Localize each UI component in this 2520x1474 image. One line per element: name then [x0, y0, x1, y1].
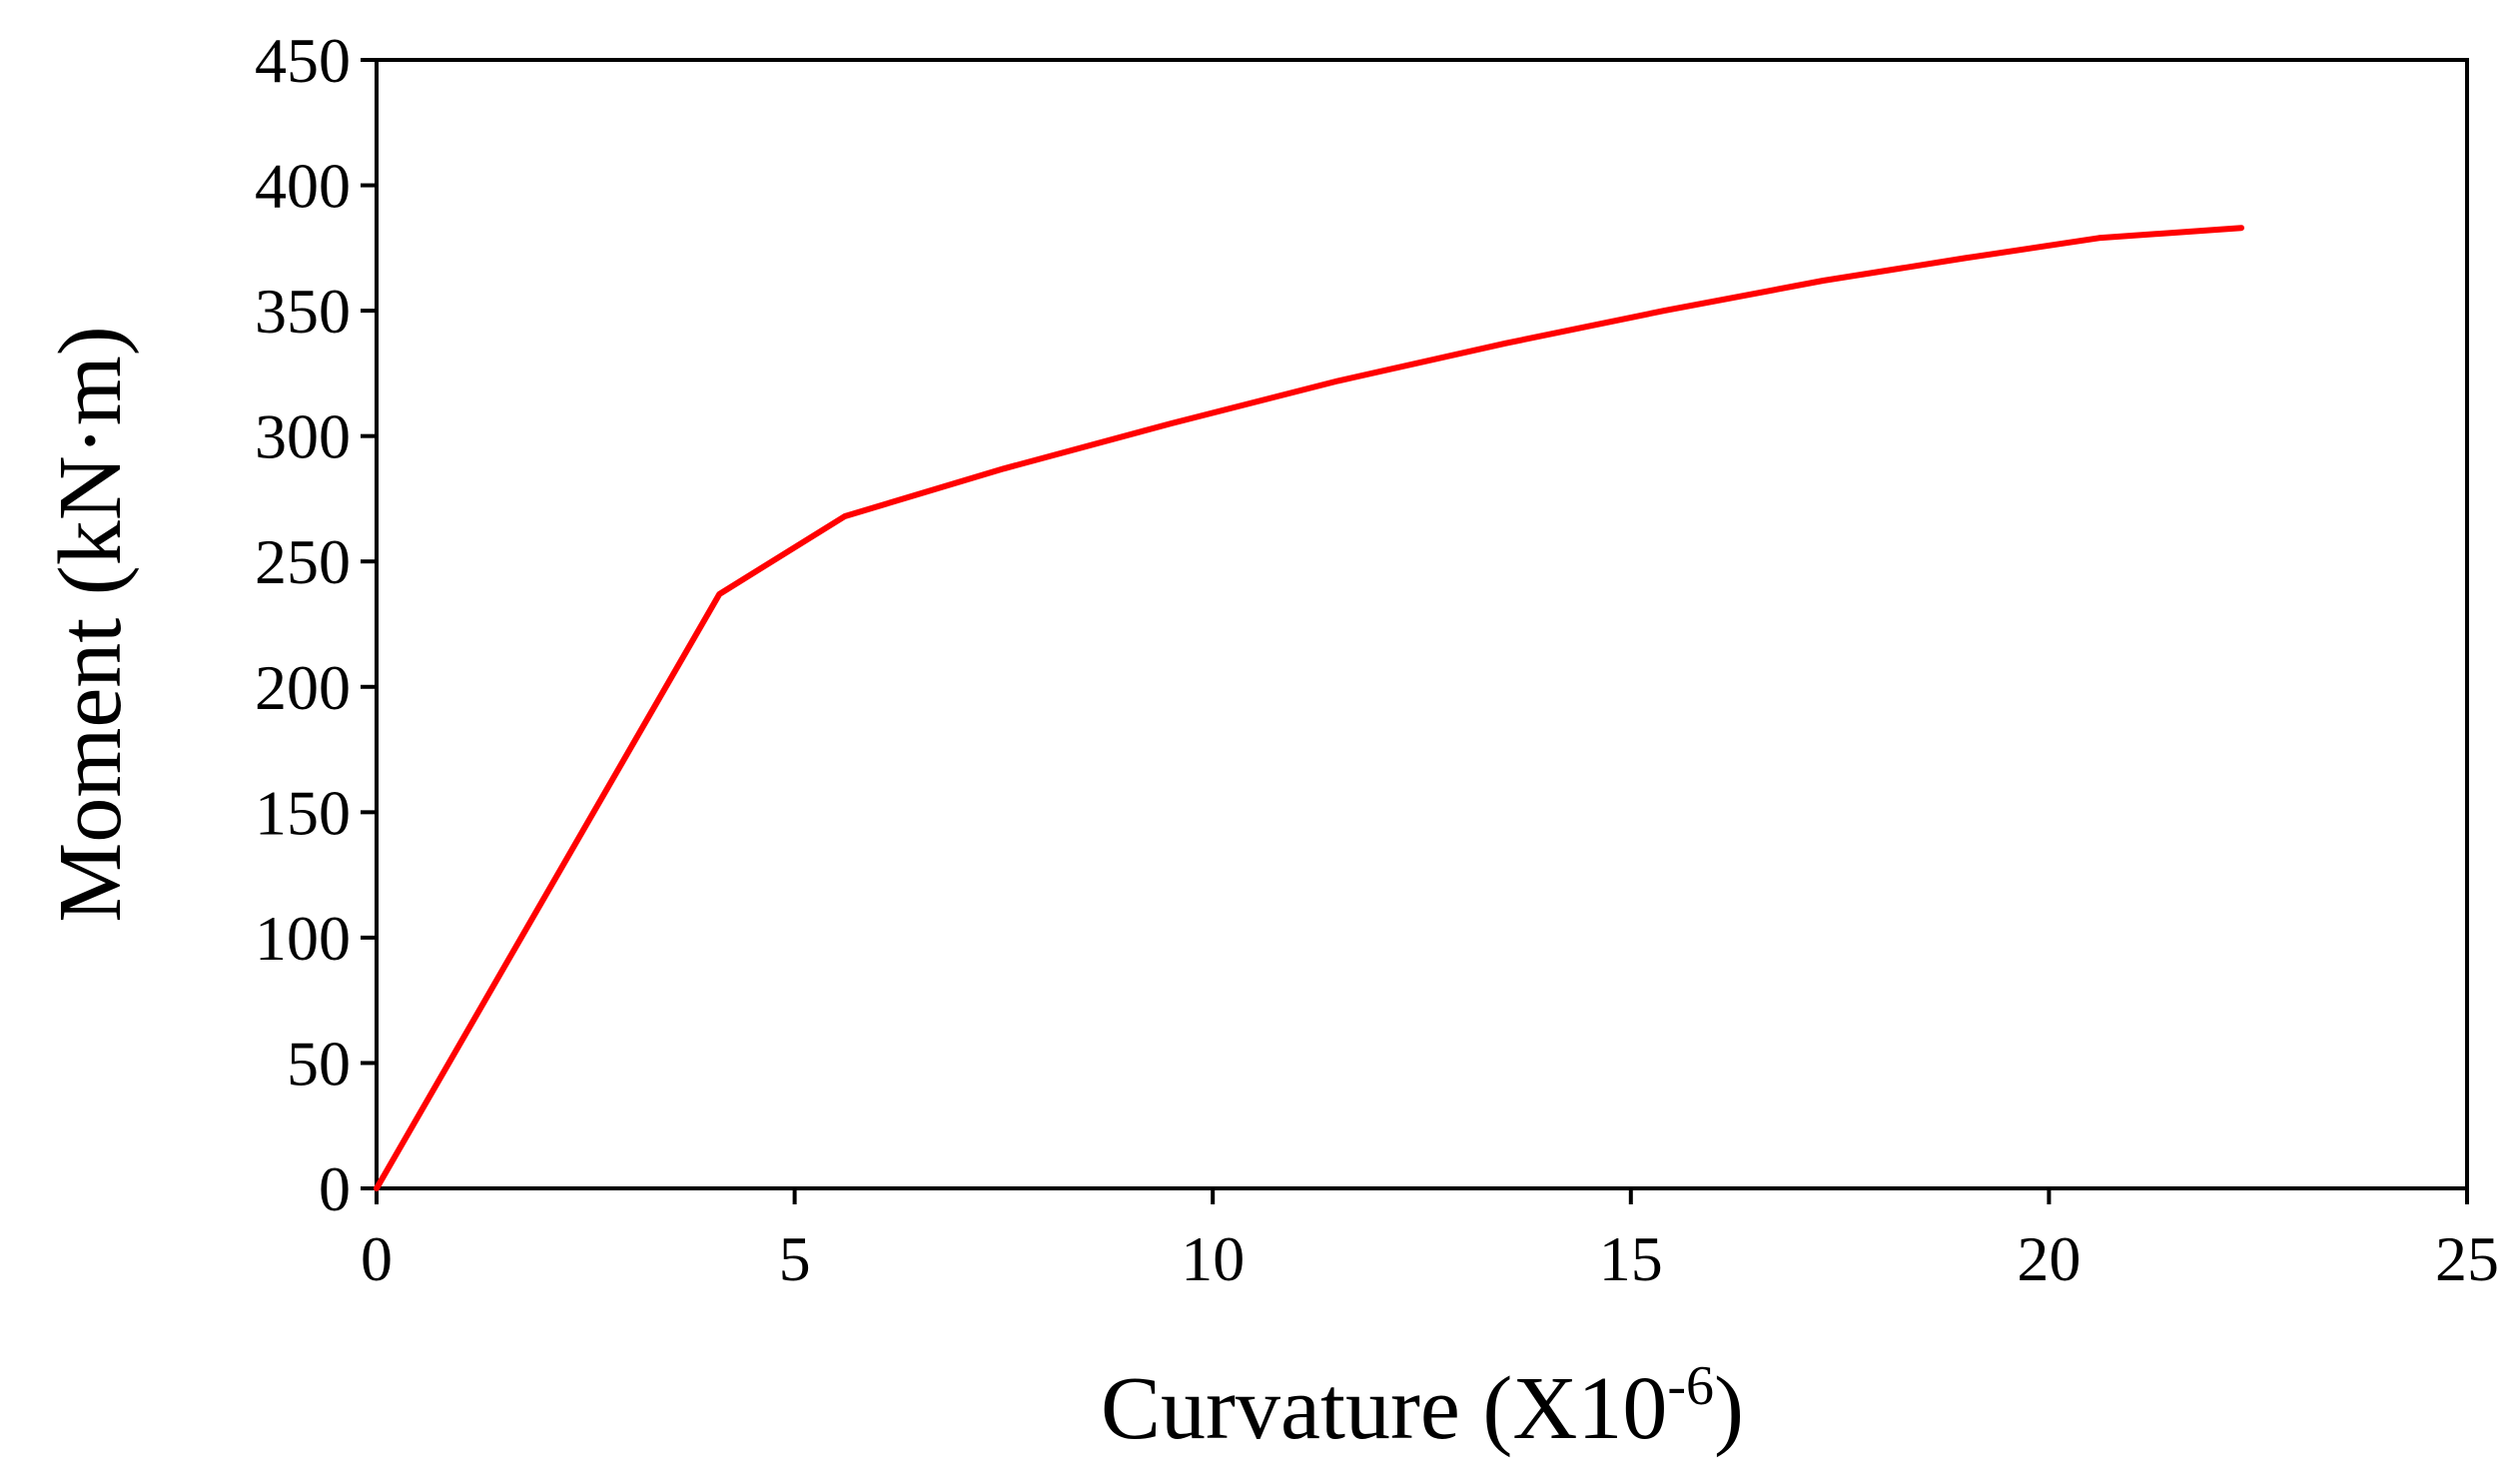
y-tick-label: 0 [319, 1153, 351, 1224]
x-axis-title-close: ) [1714, 1359, 1744, 1458]
y-tick-label: 350 [255, 276, 351, 347]
x-tick-label: 10 [1181, 1223, 1245, 1294]
x-tick-label: 20 [2017, 1223, 2081, 1294]
series-layer [374, 225, 2244, 1191]
y-tick-label: 100 [255, 903, 351, 974]
y-tick-label: 50 [287, 1028, 351, 1099]
x-tick-label: 25 [2435, 1223, 2499, 1294]
x-tick-label: 0 [361, 1223, 393, 1294]
x-tick-label: 15 [1599, 1223, 1663, 1294]
x-axis-title-exponent: -6 [1667, 1355, 1714, 1417]
y-axis-ticks: 0 50 100 150 200 250 300 350 400 450 [255, 25, 377, 1224]
y-axis-title: Moment (kN·m) [41, 326, 140, 922]
y-tick-label: 250 [255, 526, 351, 597]
y-tick-label: 450 [255, 25, 351, 96]
x-tick-label: 5 [779, 1223, 811, 1294]
y-tick-label: 200 [255, 652, 351, 723]
x-axis-ticks: 0 5 10 15 20 25 [361, 1188, 2499, 1294]
x-axis-title-main: Curvature (X10 [1101, 1359, 1667, 1458]
plot-frame [375, 58, 2469, 1190]
y-tick-label: 300 [255, 401, 351, 472]
y-tick-label: 400 [255, 151, 351, 222]
series-line [374, 225, 2244, 1191]
y-tick-label: 150 [255, 777, 351, 848]
x-axis-title: Curvature (X10-6) [1101, 1355, 1744, 1458]
